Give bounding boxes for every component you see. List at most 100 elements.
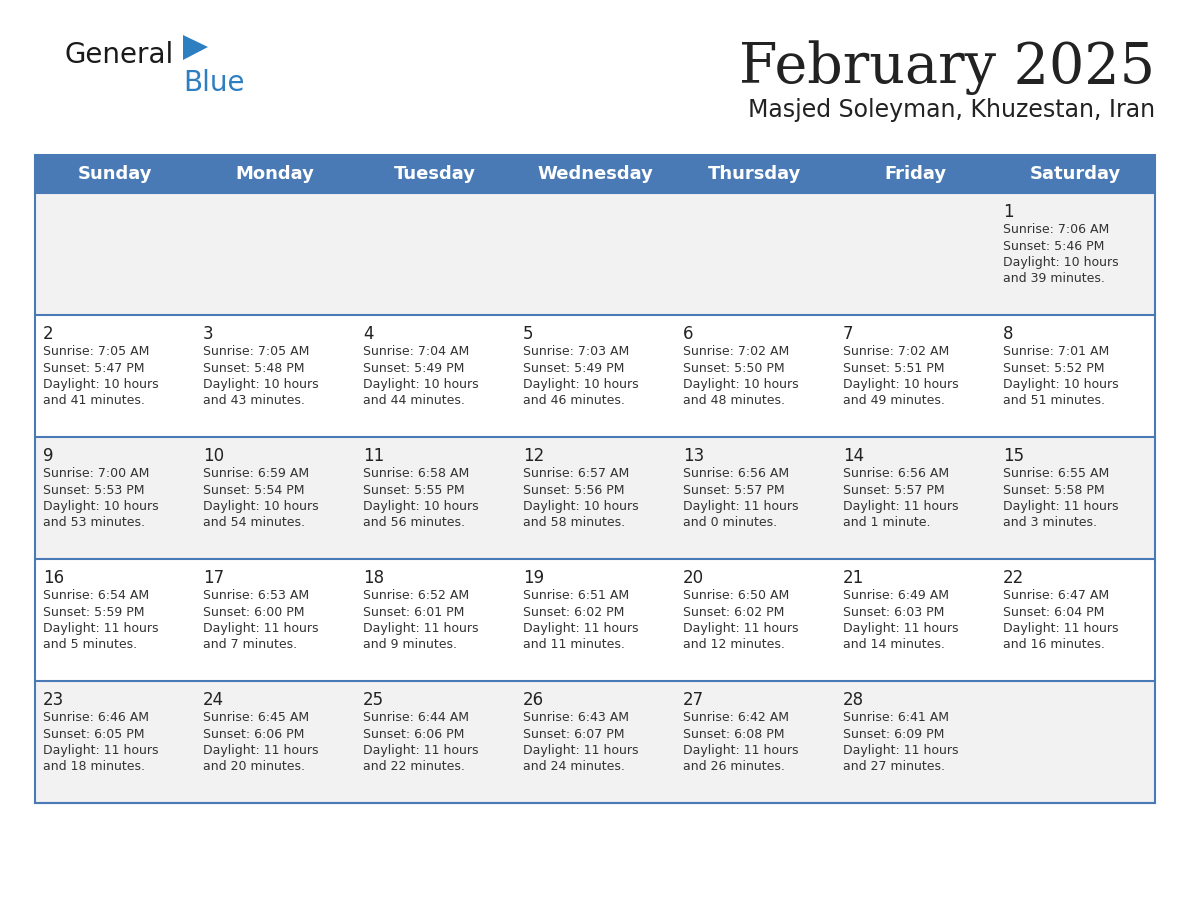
Text: Sunrise: 6:42 AM: Sunrise: 6:42 AM [683, 711, 789, 724]
Text: 23: 23 [43, 691, 64, 709]
Text: 3: 3 [203, 325, 214, 343]
Text: 25: 25 [364, 691, 384, 709]
Text: Sunset: 6:08 PM: Sunset: 6:08 PM [683, 727, 784, 741]
Text: Sunrise: 6:56 AM: Sunrise: 6:56 AM [683, 467, 789, 480]
Text: Daylight: 10 hours: Daylight: 10 hours [843, 378, 959, 391]
Text: Sunday: Sunday [77, 165, 152, 183]
Text: Wednesday: Wednesday [537, 165, 653, 183]
Text: and 7 minutes.: and 7 minutes. [203, 639, 297, 652]
Text: 14: 14 [843, 447, 864, 465]
Text: 12: 12 [523, 447, 544, 465]
Text: 8: 8 [1003, 325, 1013, 343]
Text: and 48 minutes.: and 48 minutes. [683, 395, 785, 408]
Text: and 11 minutes.: and 11 minutes. [523, 639, 625, 652]
Text: Sunrise: 7:06 AM: Sunrise: 7:06 AM [1003, 223, 1110, 236]
Text: Daylight: 11 hours: Daylight: 11 hours [523, 744, 638, 757]
Text: and 56 minutes.: and 56 minutes. [364, 517, 465, 530]
Text: Sunrise: 7:02 AM: Sunrise: 7:02 AM [683, 345, 789, 358]
Text: and 18 minutes.: and 18 minutes. [43, 760, 145, 774]
Text: Tuesday: Tuesday [394, 165, 476, 183]
Text: 6: 6 [683, 325, 694, 343]
Text: Sunset: 6:01 PM: Sunset: 6:01 PM [364, 606, 465, 619]
Text: Sunset: 5:54 PM: Sunset: 5:54 PM [203, 484, 304, 497]
Text: and 53 minutes.: and 53 minutes. [43, 517, 145, 530]
Text: Daylight: 11 hours: Daylight: 11 hours [43, 622, 158, 635]
Text: and 58 minutes.: and 58 minutes. [523, 517, 625, 530]
Text: Daylight: 11 hours: Daylight: 11 hours [1003, 500, 1118, 513]
Text: Sunrise: 7:01 AM: Sunrise: 7:01 AM [1003, 345, 1110, 358]
Text: Thursday: Thursday [708, 165, 802, 183]
Text: and 44 minutes.: and 44 minutes. [364, 395, 465, 408]
Text: 18: 18 [364, 569, 384, 587]
Text: Daylight: 11 hours: Daylight: 11 hours [843, 500, 959, 513]
Text: Sunrise: 6:50 AM: Sunrise: 6:50 AM [683, 589, 789, 602]
Text: Daylight: 10 hours: Daylight: 10 hours [203, 500, 318, 513]
Text: Sunrise: 6:59 AM: Sunrise: 6:59 AM [203, 467, 309, 480]
Text: and 5 minutes.: and 5 minutes. [43, 639, 137, 652]
Text: Sunset: 5:50 PM: Sunset: 5:50 PM [683, 362, 784, 375]
Text: and 49 minutes.: and 49 minutes. [843, 395, 944, 408]
Text: Sunset: 5:57 PM: Sunset: 5:57 PM [683, 484, 784, 497]
Text: Daylight: 11 hours: Daylight: 11 hours [683, 744, 798, 757]
Text: Daylight: 11 hours: Daylight: 11 hours [683, 500, 798, 513]
Text: 1: 1 [1003, 203, 1013, 221]
Text: Sunrise: 6:56 AM: Sunrise: 6:56 AM [843, 467, 949, 480]
Text: Sunset: 5:56 PM: Sunset: 5:56 PM [523, 484, 625, 497]
Text: Daylight: 11 hours: Daylight: 11 hours [843, 744, 959, 757]
Text: and 54 minutes.: and 54 minutes. [203, 517, 305, 530]
Text: and 41 minutes.: and 41 minutes. [43, 395, 145, 408]
Text: 15: 15 [1003, 447, 1024, 465]
Text: 16: 16 [43, 569, 64, 587]
Text: Sunrise: 7:05 AM: Sunrise: 7:05 AM [43, 345, 150, 358]
Text: Sunset: 6:03 PM: Sunset: 6:03 PM [843, 606, 944, 619]
Text: Sunset: 6:06 PM: Sunset: 6:06 PM [203, 727, 304, 741]
Text: Sunset: 5:59 PM: Sunset: 5:59 PM [43, 606, 145, 619]
Text: and 51 minutes.: and 51 minutes. [1003, 395, 1105, 408]
Text: Sunset: 5:47 PM: Sunset: 5:47 PM [43, 362, 145, 375]
Text: Daylight: 11 hours: Daylight: 11 hours [683, 622, 798, 635]
Bar [34, 315, 1155, 437]
Text: Sunset: 5:55 PM: Sunset: 5:55 PM [364, 484, 465, 497]
Text: Daylight: 10 hours: Daylight: 10 hours [43, 500, 159, 513]
Text: 7: 7 [843, 325, 853, 343]
Text: Daylight: 11 hours: Daylight: 11 hours [1003, 622, 1118, 635]
Text: Sunset: 6:05 PM: Sunset: 6:05 PM [43, 727, 145, 741]
Text: and 27 minutes.: and 27 minutes. [843, 760, 944, 774]
Text: Sunset: 5:48 PM: Sunset: 5:48 PM [203, 362, 304, 375]
Text: Daylight: 11 hours: Daylight: 11 hours [523, 622, 638, 635]
Text: Daylight: 11 hours: Daylight: 11 hours [364, 744, 479, 757]
Text: Sunset: 6:04 PM: Sunset: 6:04 PM [1003, 606, 1105, 619]
Text: Daylight: 11 hours: Daylight: 11 hours [364, 622, 479, 635]
Text: Sunrise: 6:44 AM: Sunrise: 6:44 AM [364, 711, 469, 724]
Text: Friday: Friday [884, 165, 946, 183]
Text: Daylight: 11 hours: Daylight: 11 hours [843, 622, 959, 635]
Text: Sunset: 5:49 PM: Sunset: 5:49 PM [523, 362, 625, 375]
Bar [34, 559, 1155, 681]
Text: and 9 minutes.: and 9 minutes. [364, 639, 457, 652]
Bar [34, 193, 1155, 315]
Text: 4: 4 [364, 325, 373, 343]
Text: 20: 20 [683, 569, 704, 587]
Text: Monday: Monday [235, 165, 315, 183]
Text: 27: 27 [683, 691, 704, 709]
Text: and 46 minutes.: and 46 minutes. [523, 395, 625, 408]
Text: Sunrise: 6:58 AM: Sunrise: 6:58 AM [364, 467, 469, 480]
Bar [34, 437, 1155, 559]
Text: Sunrise: 7:00 AM: Sunrise: 7:00 AM [43, 467, 150, 480]
Text: 24: 24 [203, 691, 225, 709]
Text: 28: 28 [843, 691, 864, 709]
Text: and 20 minutes.: and 20 minutes. [203, 760, 305, 774]
Text: Sunrise: 6:51 AM: Sunrise: 6:51 AM [523, 589, 630, 602]
Text: 26: 26 [523, 691, 544, 709]
Text: and 24 minutes.: and 24 minutes. [523, 760, 625, 774]
Text: Sunset: 5:46 PM: Sunset: 5:46 PM [1003, 240, 1105, 252]
Text: Daylight: 10 hours: Daylight: 10 hours [523, 500, 639, 513]
Text: Sunset: 5:52 PM: Sunset: 5:52 PM [1003, 362, 1105, 375]
Text: Sunrise: 6:43 AM: Sunrise: 6:43 AM [523, 711, 628, 724]
Text: Sunrise: 6:54 AM: Sunrise: 6:54 AM [43, 589, 150, 602]
Text: Sunrise: 7:02 AM: Sunrise: 7:02 AM [843, 345, 949, 358]
Text: 17: 17 [203, 569, 225, 587]
Text: Daylight: 10 hours: Daylight: 10 hours [523, 378, 639, 391]
Text: Sunset: 5:58 PM: Sunset: 5:58 PM [1003, 484, 1105, 497]
Text: and 16 minutes.: and 16 minutes. [1003, 639, 1105, 652]
